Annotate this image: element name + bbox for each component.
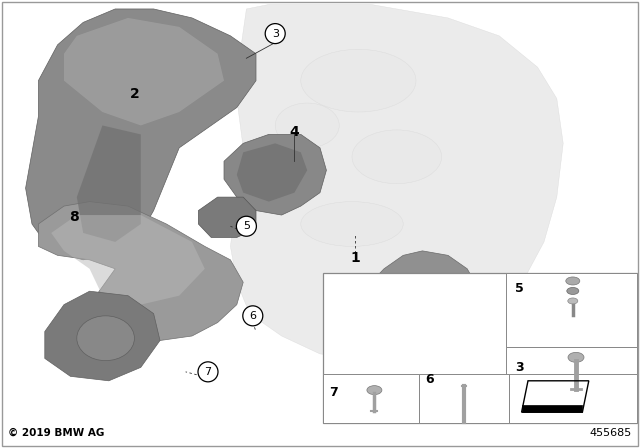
Polygon shape <box>198 197 256 237</box>
Ellipse shape <box>301 202 403 246</box>
Text: 5: 5 <box>515 282 524 296</box>
Polygon shape <box>64 18 224 125</box>
Text: 7: 7 <box>330 385 339 399</box>
Text: 8: 8 <box>68 210 79 224</box>
Text: © 2019 BMW AG: © 2019 BMW AG <box>8 428 104 438</box>
Circle shape <box>243 306 263 326</box>
Ellipse shape <box>568 353 584 362</box>
Text: 3: 3 <box>272 29 278 39</box>
Polygon shape <box>410 305 550 390</box>
Ellipse shape <box>378 323 403 340</box>
Bar <box>419 374 509 423</box>
Ellipse shape <box>275 103 339 148</box>
Bar <box>506 347 637 423</box>
Ellipse shape <box>568 298 578 304</box>
Ellipse shape <box>567 288 579 294</box>
Polygon shape <box>26 9 256 260</box>
Ellipse shape <box>301 49 416 112</box>
Bar <box>506 273 637 347</box>
Polygon shape <box>230 4 563 358</box>
Polygon shape <box>522 405 582 412</box>
Polygon shape <box>77 125 141 242</box>
Ellipse shape <box>367 386 382 395</box>
Circle shape <box>236 216 257 236</box>
Text: 7: 7 <box>204 367 212 377</box>
Ellipse shape <box>77 316 134 361</box>
Ellipse shape <box>422 314 448 332</box>
Ellipse shape <box>566 277 580 285</box>
Text: 455685: 455685 <box>589 428 632 438</box>
Polygon shape <box>237 143 307 202</box>
Text: 3: 3 <box>515 361 524 374</box>
Polygon shape <box>38 202 243 340</box>
Circle shape <box>198 362 218 382</box>
Text: 6: 6 <box>426 373 434 387</box>
Circle shape <box>265 24 285 43</box>
Text: 6: 6 <box>250 311 256 321</box>
Ellipse shape <box>387 287 419 305</box>
Text: 5: 5 <box>243 221 250 231</box>
Ellipse shape <box>352 130 442 184</box>
Text: 2: 2 <box>129 87 140 101</box>
Bar <box>323 273 637 423</box>
Bar <box>323 374 419 423</box>
Ellipse shape <box>400 343 432 356</box>
Polygon shape <box>365 251 486 367</box>
Polygon shape <box>51 215 205 305</box>
Text: 4: 4 <box>289 125 300 139</box>
Polygon shape <box>224 134 326 215</box>
Polygon shape <box>45 291 160 381</box>
Bar <box>509 374 637 423</box>
Text: 1: 1 <box>350 250 360 265</box>
